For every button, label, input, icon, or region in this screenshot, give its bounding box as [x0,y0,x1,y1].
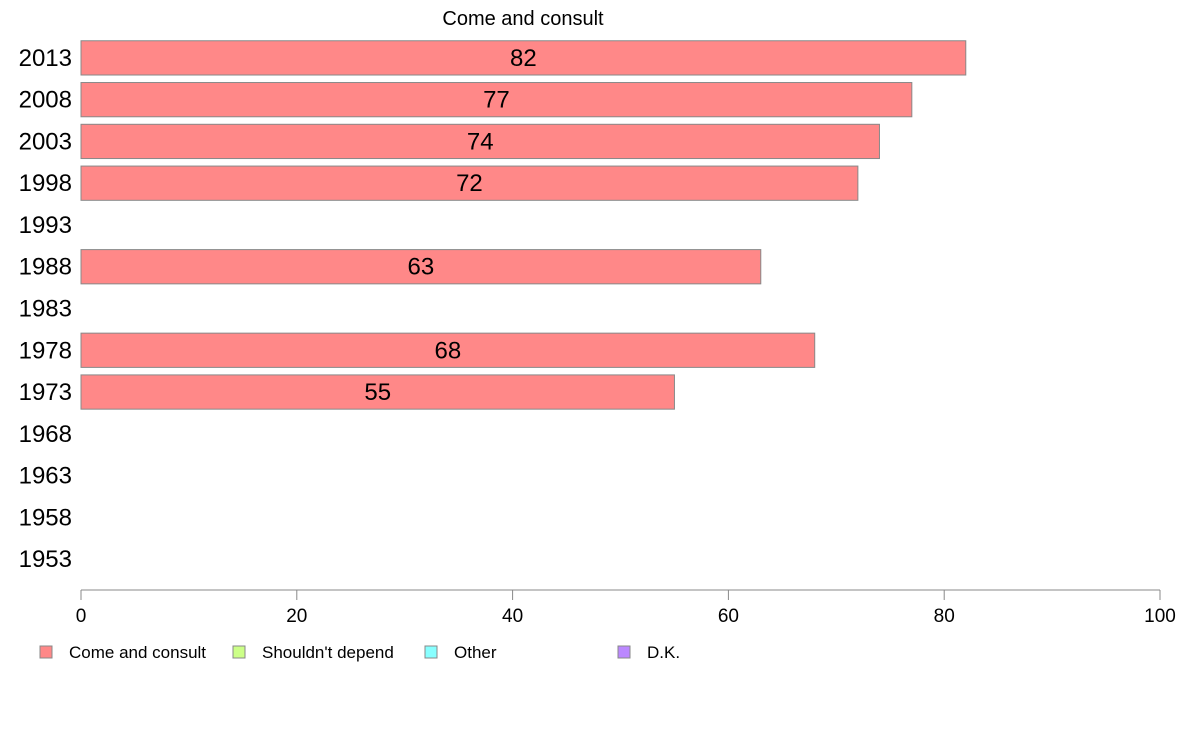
legend-label: Shouldn't depend [262,643,394,662]
bar [80,249,762,285]
data-label: 72 [456,170,483,197]
bar [80,165,859,201]
legend: Come and consult Shouldn't depend Other D.K… [39,643,680,662]
y-tick-label: 1988 [19,254,72,281]
x-tick-label: 0 [76,606,87,627]
x-tick-label: 60 [718,606,739,627]
data-label: 55 [364,379,391,406]
y-tick-label: 1983 [19,296,72,323]
y-tick-label: 1998 [19,170,72,197]
x-tick-label: 80 [934,606,955,627]
x-tick-label: 100 [1144,606,1176,627]
legend-swatch [424,645,438,659]
y-tick-label: 2003 [19,128,72,155]
y-tick-label: 2013 [19,45,72,72]
y-tick-label: 1958 [19,504,72,531]
chart-title: Come and consult [442,8,604,30]
bar [80,332,816,368]
legend-label: Other [454,643,497,662]
y-tick-label: 1963 [19,463,72,490]
data-label: 82 [510,45,537,72]
x-axis: 0 20 40 60 80 100 [76,589,1176,627]
legend-label: D.K. [647,643,680,662]
bar [80,123,880,160]
bar [80,40,967,76]
legend-label: Come and consult [69,643,206,662]
y-tick-label: 1968 [19,421,72,448]
y-tick-label: 1978 [19,337,72,364]
y-tick-label: 2008 [19,87,72,114]
bar [80,82,913,118]
x-tick-label: 40 [502,606,523,627]
x-tick-label: 20 [286,606,307,627]
y-axis-labels: 2013 2008 2003 1998 1993 1988 1983 1978 1973 1968… [19,45,72,573]
y-tick-label: 1973 [19,379,72,406]
legend-swatch [39,645,53,659]
data-label: 63 [408,254,435,281]
data-label: 77 [483,87,510,114]
legend-swatch [232,645,246,659]
data-label: 68 [435,337,462,364]
y-tick-label: 1993 [19,212,72,239]
legend-swatch [617,645,631,659]
data-label: 74 [467,128,494,155]
y-tick-label: 1953 [19,546,72,573]
bar [80,374,675,410]
